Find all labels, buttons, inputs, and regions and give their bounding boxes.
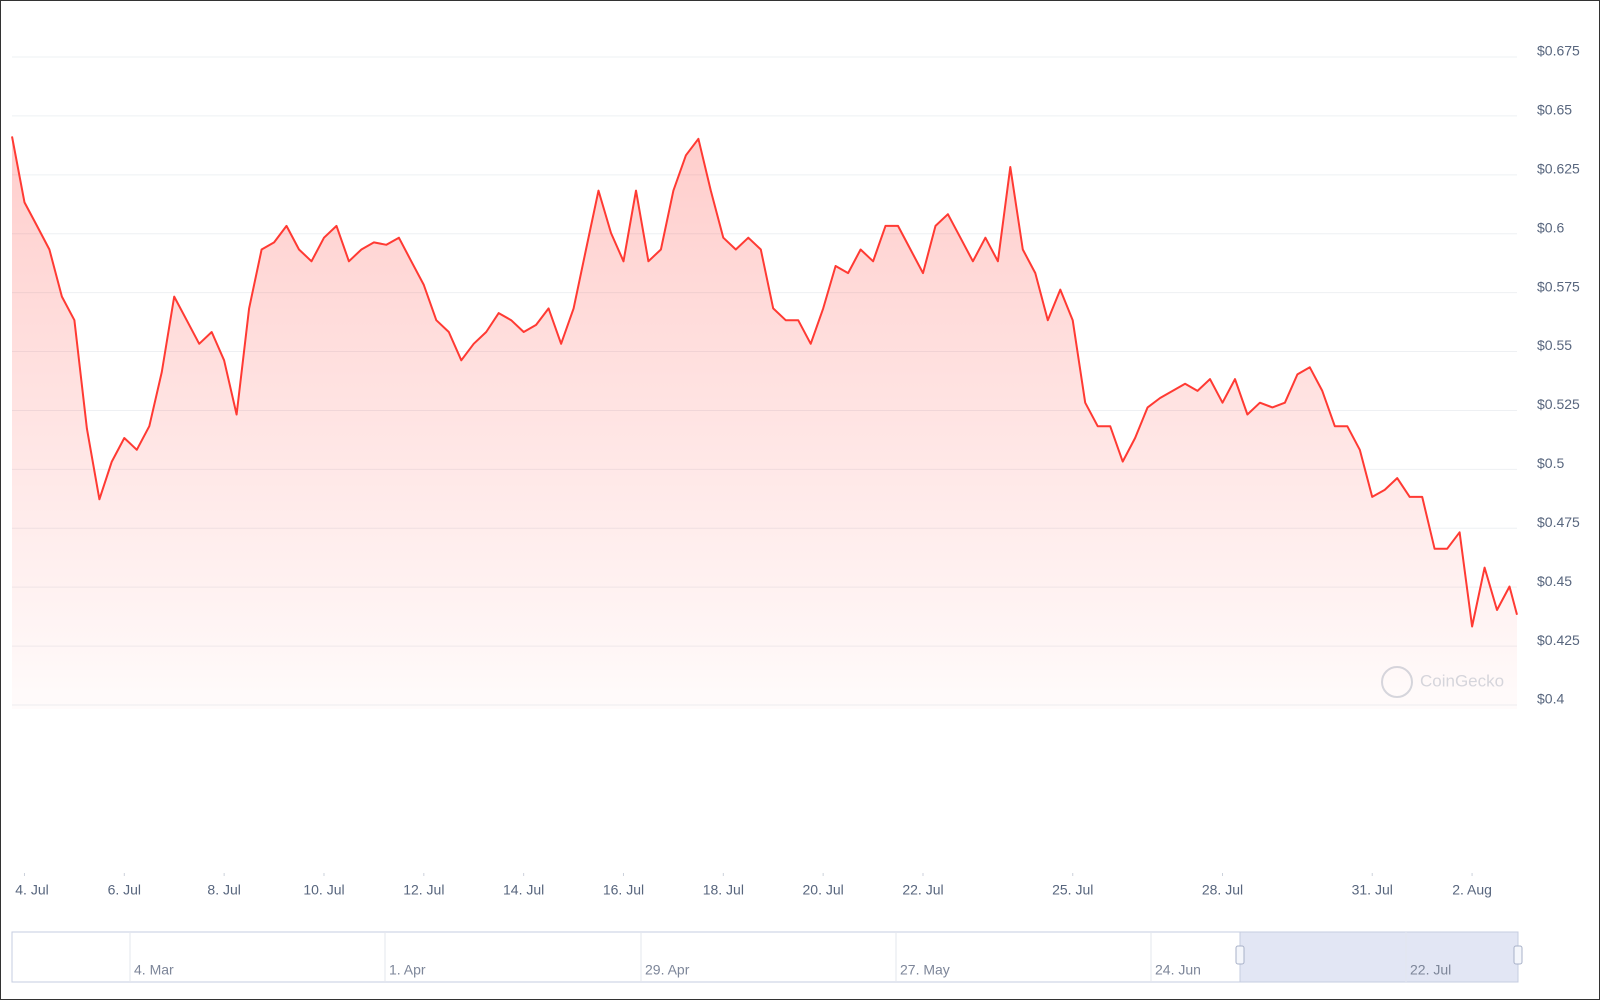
x-tick-label: 25. Jul (1052, 882, 1093, 898)
y-tick-label: $0.65 (1537, 102, 1572, 118)
y-tick-label: $0.625 (1537, 161, 1580, 177)
navigator-label: 29. Apr (645, 962, 690, 978)
x-tick-label: 8. Jul (207, 882, 240, 898)
y-tick-label: $0.475 (1537, 514, 1580, 530)
y-tick-label: $0.6 (1537, 219, 1564, 235)
watermark: CoinGecko (1381, 666, 1504, 698)
navigator-handle[interactable] (1513, 945, 1523, 965)
x-tick-label: 2. Aug (1452, 882, 1492, 898)
navigator-selection[interactable] (1239, 931, 1519, 983)
y-tick-label: $0.425 (1537, 632, 1580, 648)
x-tick-label: 4. Jul (15, 882, 48, 898)
x-tick-label: 28. Jul (1202, 882, 1243, 898)
x-tick-label: 6. Jul (108, 882, 141, 898)
x-tick-label: 18. Jul (703, 882, 744, 898)
x-tick-label: 14. Jul (503, 882, 544, 898)
x-tick-label: 22. Jul (902, 882, 943, 898)
navigator-label: 1. Apr (389, 962, 426, 978)
navigator-label: 27. May (900, 962, 950, 978)
x-tick-label: 31. Jul (1352, 882, 1393, 898)
navigator: 4. Mar 1. Apr 29. Apr 27. May 24. Jun 22. Jul (11, 931, 1523, 983)
y-tick-label: $0.4 (1537, 691, 1564, 707)
y-tick-label: $0.675 (1537, 43, 1580, 59)
y-tick-label: $0.575 (1537, 278, 1580, 294)
watermark-logo (1381, 666, 1413, 698)
x-tick-label: 10. Jul (303, 882, 344, 898)
navigator-label: 24. Jun (1155, 962, 1201, 978)
price-area (12, 136, 1517, 709)
x-tick-label: 16. Jul (603, 882, 644, 898)
navigator-handle[interactable] (1235, 945, 1245, 965)
x-tick-label: 12. Jul (403, 882, 444, 898)
navigator-label: 22. Jul (1410, 962, 1451, 978)
y-tick-label: $0.45 (1537, 573, 1572, 589)
watermark-text: CoinGecko (1420, 671, 1504, 690)
x-tick-label: 20. Jul (803, 882, 844, 898)
price-line (11, 136, 1518, 628)
y-tick-label: $0.55 (1537, 337, 1572, 353)
y-tick-label: $0.5 (1537, 455, 1564, 471)
y-tick-label: $0.525 (1537, 396, 1580, 412)
navigator-label: 4. Mar (134, 962, 174, 978)
